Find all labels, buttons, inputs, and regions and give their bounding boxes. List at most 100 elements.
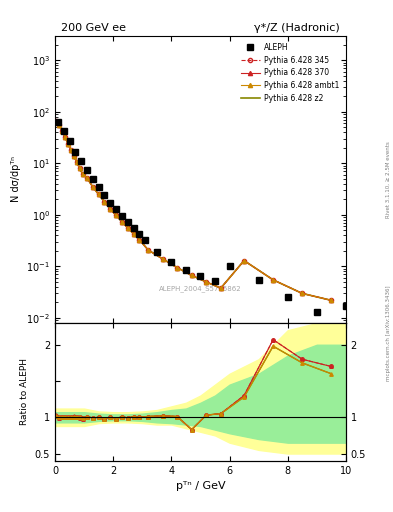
- Pythia 6.428 ambt1: [102, 199, 107, 205]
- ALEPH: [285, 294, 290, 301]
- Pythia 6.428 ambt1: [119, 219, 124, 225]
- Pythia 6.428 ambt1: [108, 206, 113, 212]
- ALEPH: [343, 303, 348, 309]
- Pythia 6.428 370: [204, 279, 209, 285]
- Pythia 6.428 z2: [108, 206, 113, 212]
- Pythia 6.428 ambt1: [114, 212, 118, 219]
- Pythia 6.428 ambt1: [84, 175, 89, 181]
- ALEPH: [79, 158, 84, 164]
- Pythia 6.428 370: [57, 122, 62, 129]
- ALEPH: [102, 193, 107, 199]
- Pythia 6.428 ambt1: [242, 258, 246, 264]
- Y-axis label: N dσ/dpᵀⁿ: N dσ/dpᵀⁿ: [11, 156, 21, 202]
- ALEPH: [119, 213, 124, 219]
- Pythia 6.428 345: [204, 279, 209, 285]
- Pythia 6.428 ambt1: [125, 225, 130, 231]
- Pythia 6.428 370: [146, 247, 151, 253]
- Pythia 6.428 370: [125, 225, 130, 231]
- Pythia 6.428 345: [77, 165, 82, 172]
- Pythia 6.428 ambt1: [77, 165, 82, 172]
- Pythia 6.428 ambt1: [131, 231, 136, 237]
- Legend: ALEPH, Pythia 6.428 345, Pythia 6.428 370, Pythia 6.428 ambt1, Pythia 6.428 z2: ALEPH, Pythia 6.428 345, Pythia 6.428 37…: [238, 39, 342, 106]
- Pythia 6.428 z2: [300, 290, 305, 296]
- Pythia 6.428 370: [60, 129, 64, 135]
- Pythia 6.428 345: [146, 247, 151, 253]
- Pythia 6.428 370: [75, 159, 79, 165]
- Pythia 6.428 370: [63, 134, 68, 140]
- Pythia 6.428 ambt1: [204, 279, 209, 285]
- Pythia 6.428 345: [119, 219, 124, 225]
- Text: ALEPH_2004_S5765862: ALEPH_2004_S5765862: [159, 285, 242, 292]
- Pythia 6.428 z2: [131, 231, 136, 237]
- Pythia 6.428 ambt1: [300, 290, 305, 296]
- Pythia 6.428 z2: [102, 199, 107, 205]
- ALEPH: [227, 263, 232, 269]
- X-axis label: pᵀⁿ / GeV: pᵀⁿ / GeV: [176, 481, 225, 491]
- Pythia 6.428 370: [114, 212, 118, 219]
- Pythia 6.428 z2: [84, 175, 89, 181]
- ALEPH: [314, 309, 319, 315]
- Pythia 6.428 370: [242, 258, 246, 264]
- Pythia 6.428 370: [80, 171, 85, 177]
- ALEPH: [169, 259, 174, 265]
- Pythia 6.428 z2: [80, 171, 85, 177]
- Line: Pythia 6.428 370: Pythia 6.428 370: [54, 118, 333, 303]
- Pythia 6.428 z2: [90, 184, 95, 190]
- Pythia 6.428 ambt1: [219, 285, 223, 291]
- Pythia 6.428 370: [66, 141, 70, 147]
- Pythia 6.428 370: [271, 277, 275, 283]
- Pythia 6.428 z2: [125, 225, 130, 231]
- Pythia 6.428 345: [329, 297, 334, 304]
- Pythia 6.428 370: [102, 199, 107, 205]
- Pythia 6.428 345: [108, 206, 113, 212]
- ALEPH: [154, 249, 159, 255]
- Pythia 6.428 370: [219, 285, 223, 291]
- ALEPH: [137, 231, 142, 238]
- ALEPH: [84, 167, 89, 173]
- Pythia 6.428 370: [329, 297, 334, 304]
- Pythia 6.428 370: [72, 153, 76, 159]
- Pythia 6.428 z2: [204, 279, 209, 285]
- Line: Pythia 6.428 z2: Pythia 6.428 z2: [57, 120, 331, 301]
- Pythia 6.428 ambt1: [90, 184, 95, 190]
- Pythia 6.428 z2: [175, 265, 180, 271]
- Pythia 6.428 ambt1: [75, 159, 79, 165]
- Pythia 6.428 ambt1: [66, 141, 70, 147]
- Pythia 6.428 z2: [189, 272, 194, 279]
- Pythia 6.428 345: [69, 147, 73, 154]
- ALEPH: [96, 184, 101, 190]
- Pythia 6.428 ambt1: [175, 265, 180, 271]
- Pythia 6.428 ambt1: [69, 147, 73, 154]
- Pythia 6.428 z2: [57, 122, 62, 129]
- ALEPH: [198, 273, 203, 279]
- Pythia 6.428 z2: [54, 117, 59, 123]
- Pythia 6.428 z2: [114, 212, 118, 219]
- Pythia 6.428 345: [75, 159, 79, 165]
- Pythia 6.428 ambt1: [329, 297, 334, 304]
- Pythia 6.428 z2: [75, 159, 79, 165]
- Pythia 6.428 370: [69, 147, 73, 154]
- ALEPH: [131, 225, 136, 231]
- Pythia 6.428 ambt1: [72, 153, 76, 159]
- Pythia 6.428 370: [300, 290, 305, 296]
- Pythia 6.428 ambt1: [189, 272, 194, 279]
- Pythia 6.428 345: [80, 171, 85, 177]
- Pythia 6.428 370: [54, 117, 59, 123]
- Pythia 6.428 ambt1: [146, 247, 151, 253]
- Pythia 6.428 370: [137, 237, 142, 243]
- Pythia 6.428 370: [108, 206, 113, 212]
- Pythia 6.428 345: [160, 256, 165, 262]
- Pythia 6.428 z2: [137, 237, 142, 243]
- Pythia 6.428 z2: [66, 141, 70, 147]
- Pythia 6.428 z2: [329, 297, 334, 304]
- Line: Pythia 6.428 ambt1: Pythia 6.428 ambt1: [54, 118, 333, 303]
- Pythia 6.428 345: [72, 153, 76, 159]
- Pythia 6.428 ambt1: [80, 171, 85, 177]
- Pythia 6.428 345: [131, 231, 136, 237]
- Pythia 6.428 345: [60, 129, 64, 135]
- Pythia 6.428 ambt1: [57, 122, 62, 129]
- ALEPH: [125, 219, 130, 225]
- Pythia 6.428 370: [96, 191, 101, 198]
- ALEPH: [184, 267, 188, 273]
- Pythia 6.428 370: [90, 184, 95, 190]
